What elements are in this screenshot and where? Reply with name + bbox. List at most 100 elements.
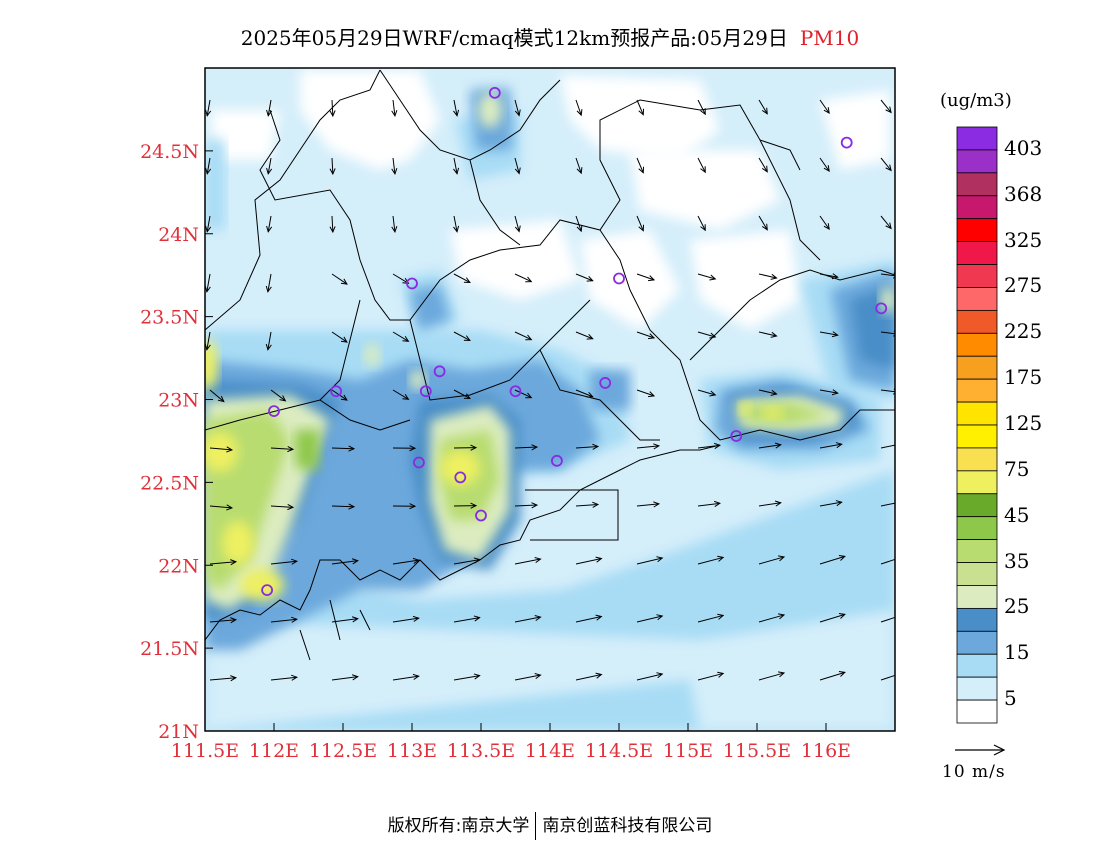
x-tick-label: 114.5E bbox=[585, 740, 653, 762]
station-marker bbox=[840, 136, 853, 149]
wind-arrow bbox=[819, 554, 846, 565]
colorbar-swatch bbox=[956, 287, 998, 311]
y-tick-label: 22N bbox=[158, 555, 199, 577]
wind-arrow bbox=[209, 617, 238, 624]
station-marker bbox=[730, 430, 743, 442]
wind-arrow bbox=[514, 273, 533, 283]
wind-arrow bbox=[697, 500, 721, 507]
x-tick-label: 112E bbox=[249, 740, 299, 762]
wind-arrow bbox=[453, 99, 460, 117]
colorbar-swatch bbox=[956, 355, 998, 380]
wind-arrow bbox=[636, 157, 645, 174]
y-tick-label: 22.5N bbox=[140, 472, 199, 494]
map-title: 2025年05月29日WRF/cmaq模式12km预报产品:05月29日 PM10 bbox=[0, 22, 1100, 51]
wind-arrow bbox=[392, 557, 420, 565]
wind-arrow bbox=[636, 556, 664, 565]
colorbar-label: 75 bbox=[1004, 456, 1030, 481]
colorbar-swatch bbox=[956, 676, 998, 701]
wind-arrow bbox=[392, 503, 417, 510]
pollutant-label: PM10 bbox=[799, 26, 860, 50]
wind-arrow bbox=[329, 99, 336, 118]
wind-arrow bbox=[636, 273, 656, 282]
wind-arrow bbox=[880, 444, 895, 449]
wind-arrow bbox=[697, 157, 706, 174]
wind-arrow bbox=[880, 674, 895, 681]
wind-arrow bbox=[819, 157, 830, 173]
wind-arrow bbox=[636, 443, 661, 450]
x-tick-label: 112.5E bbox=[309, 740, 377, 762]
concentration-field bbox=[205, 68, 895, 731]
colorbar-label: 125 bbox=[1004, 411, 1043, 435]
wind-arrow bbox=[205, 331, 211, 351]
wind-arrow bbox=[453, 673, 481, 681]
wind-arrow bbox=[270, 674, 298, 681]
station-marker bbox=[412, 456, 425, 469]
station-marker bbox=[475, 509, 487, 522]
colorbar-swatch bbox=[956, 126, 998, 151]
colorbar-swatch bbox=[956, 516, 998, 541]
wind-arrow bbox=[514, 331, 533, 341]
wind-arrow bbox=[329, 215, 336, 234]
wind-arrow bbox=[205, 99, 212, 117]
station-marker bbox=[875, 302, 888, 315]
wind-arrow bbox=[514, 502, 539, 509]
wind-arrow bbox=[758, 442, 782, 449]
copyright-right: 南京创蓝科技有限公司 bbox=[542, 816, 713, 836]
wind-arrow bbox=[392, 273, 410, 284]
station-marker bbox=[261, 584, 274, 597]
wind-arrow bbox=[331, 616, 359, 623]
colorbar-label: 25 bbox=[1004, 594, 1030, 619]
wind-arrow bbox=[331, 331, 348, 343]
wind-arrow bbox=[575, 614, 603, 623]
wind-arrow bbox=[758, 389, 778, 396]
wind-arrow bbox=[205, 273, 211, 293]
colorbar-swatch bbox=[956, 149, 998, 174]
wind-arrow bbox=[270, 616, 298, 623]
colorbar-swatch bbox=[956, 332, 998, 357]
wind-arrow bbox=[265, 331, 272, 351]
wind-arrow bbox=[697, 389, 717, 397]
colorbar-swatch bbox=[956, 378, 998, 403]
wind-arrow bbox=[575, 556, 603, 565]
station-marker bbox=[406, 277, 418, 290]
wind-arrow bbox=[514, 557, 542, 565]
wind-arrow bbox=[265, 273, 272, 293]
y-tick-label: 21.5N bbox=[140, 638, 199, 660]
wind-arrow bbox=[209, 675, 238, 682]
wind-arrow bbox=[209, 389, 225, 403]
x-tick-label: 111.5E bbox=[171, 740, 239, 762]
wind-arrow bbox=[514, 673, 542, 681]
colorbar-swatch bbox=[956, 493, 998, 518]
x-tick-label: 115.5E bbox=[723, 740, 791, 762]
wind-arrow bbox=[514, 157, 521, 175]
colorbar-swatch bbox=[956, 241, 998, 265]
footer-separator bbox=[535, 812, 537, 840]
colorbar-label: 15 bbox=[1004, 640, 1030, 665]
station-marker bbox=[509, 385, 522, 398]
station-marker bbox=[433, 365, 446, 378]
wind-arrow bbox=[697, 331, 717, 339]
wind-arrow bbox=[880, 272, 895, 279]
copyright-left: 版权所有:南京大学 bbox=[387, 816, 530, 836]
wind-arrow bbox=[880, 157, 892, 172]
wind-arrow bbox=[819, 442, 843, 449]
wind-arrow bbox=[636, 215, 645, 232]
wind-arrow bbox=[880, 558, 895, 565]
x-tick-label: 114E bbox=[525, 740, 575, 762]
wind-arrow bbox=[575, 331, 594, 340]
wind-arrow bbox=[819, 273, 839, 280]
x-tick-label: 113E bbox=[387, 740, 437, 762]
wind-arrow bbox=[331, 674, 359, 681]
wind-arrow bbox=[209, 559, 238, 566]
colorbar-swatch bbox=[956, 447, 998, 472]
station-marker bbox=[419, 385, 432, 398]
wind-arrow bbox=[453, 389, 471, 399]
wind-arrow bbox=[880, 330, 895, 337]
y-tick-label: 24N bbox=[158, 224, 199, 246]
colorbar-swatch bbox=[956, 630, 998, 655]
wind-arrow bbox=[636, 99, 645, 116]
wind-arrow bbox=[636, 501, 661, 508]
wind-arrow bbox=[575, 443, 600, 450]
wind-arrow bbox=[514, 615, 542, 623]
wind-arrow bbox=[819, 99, 830, 115]
